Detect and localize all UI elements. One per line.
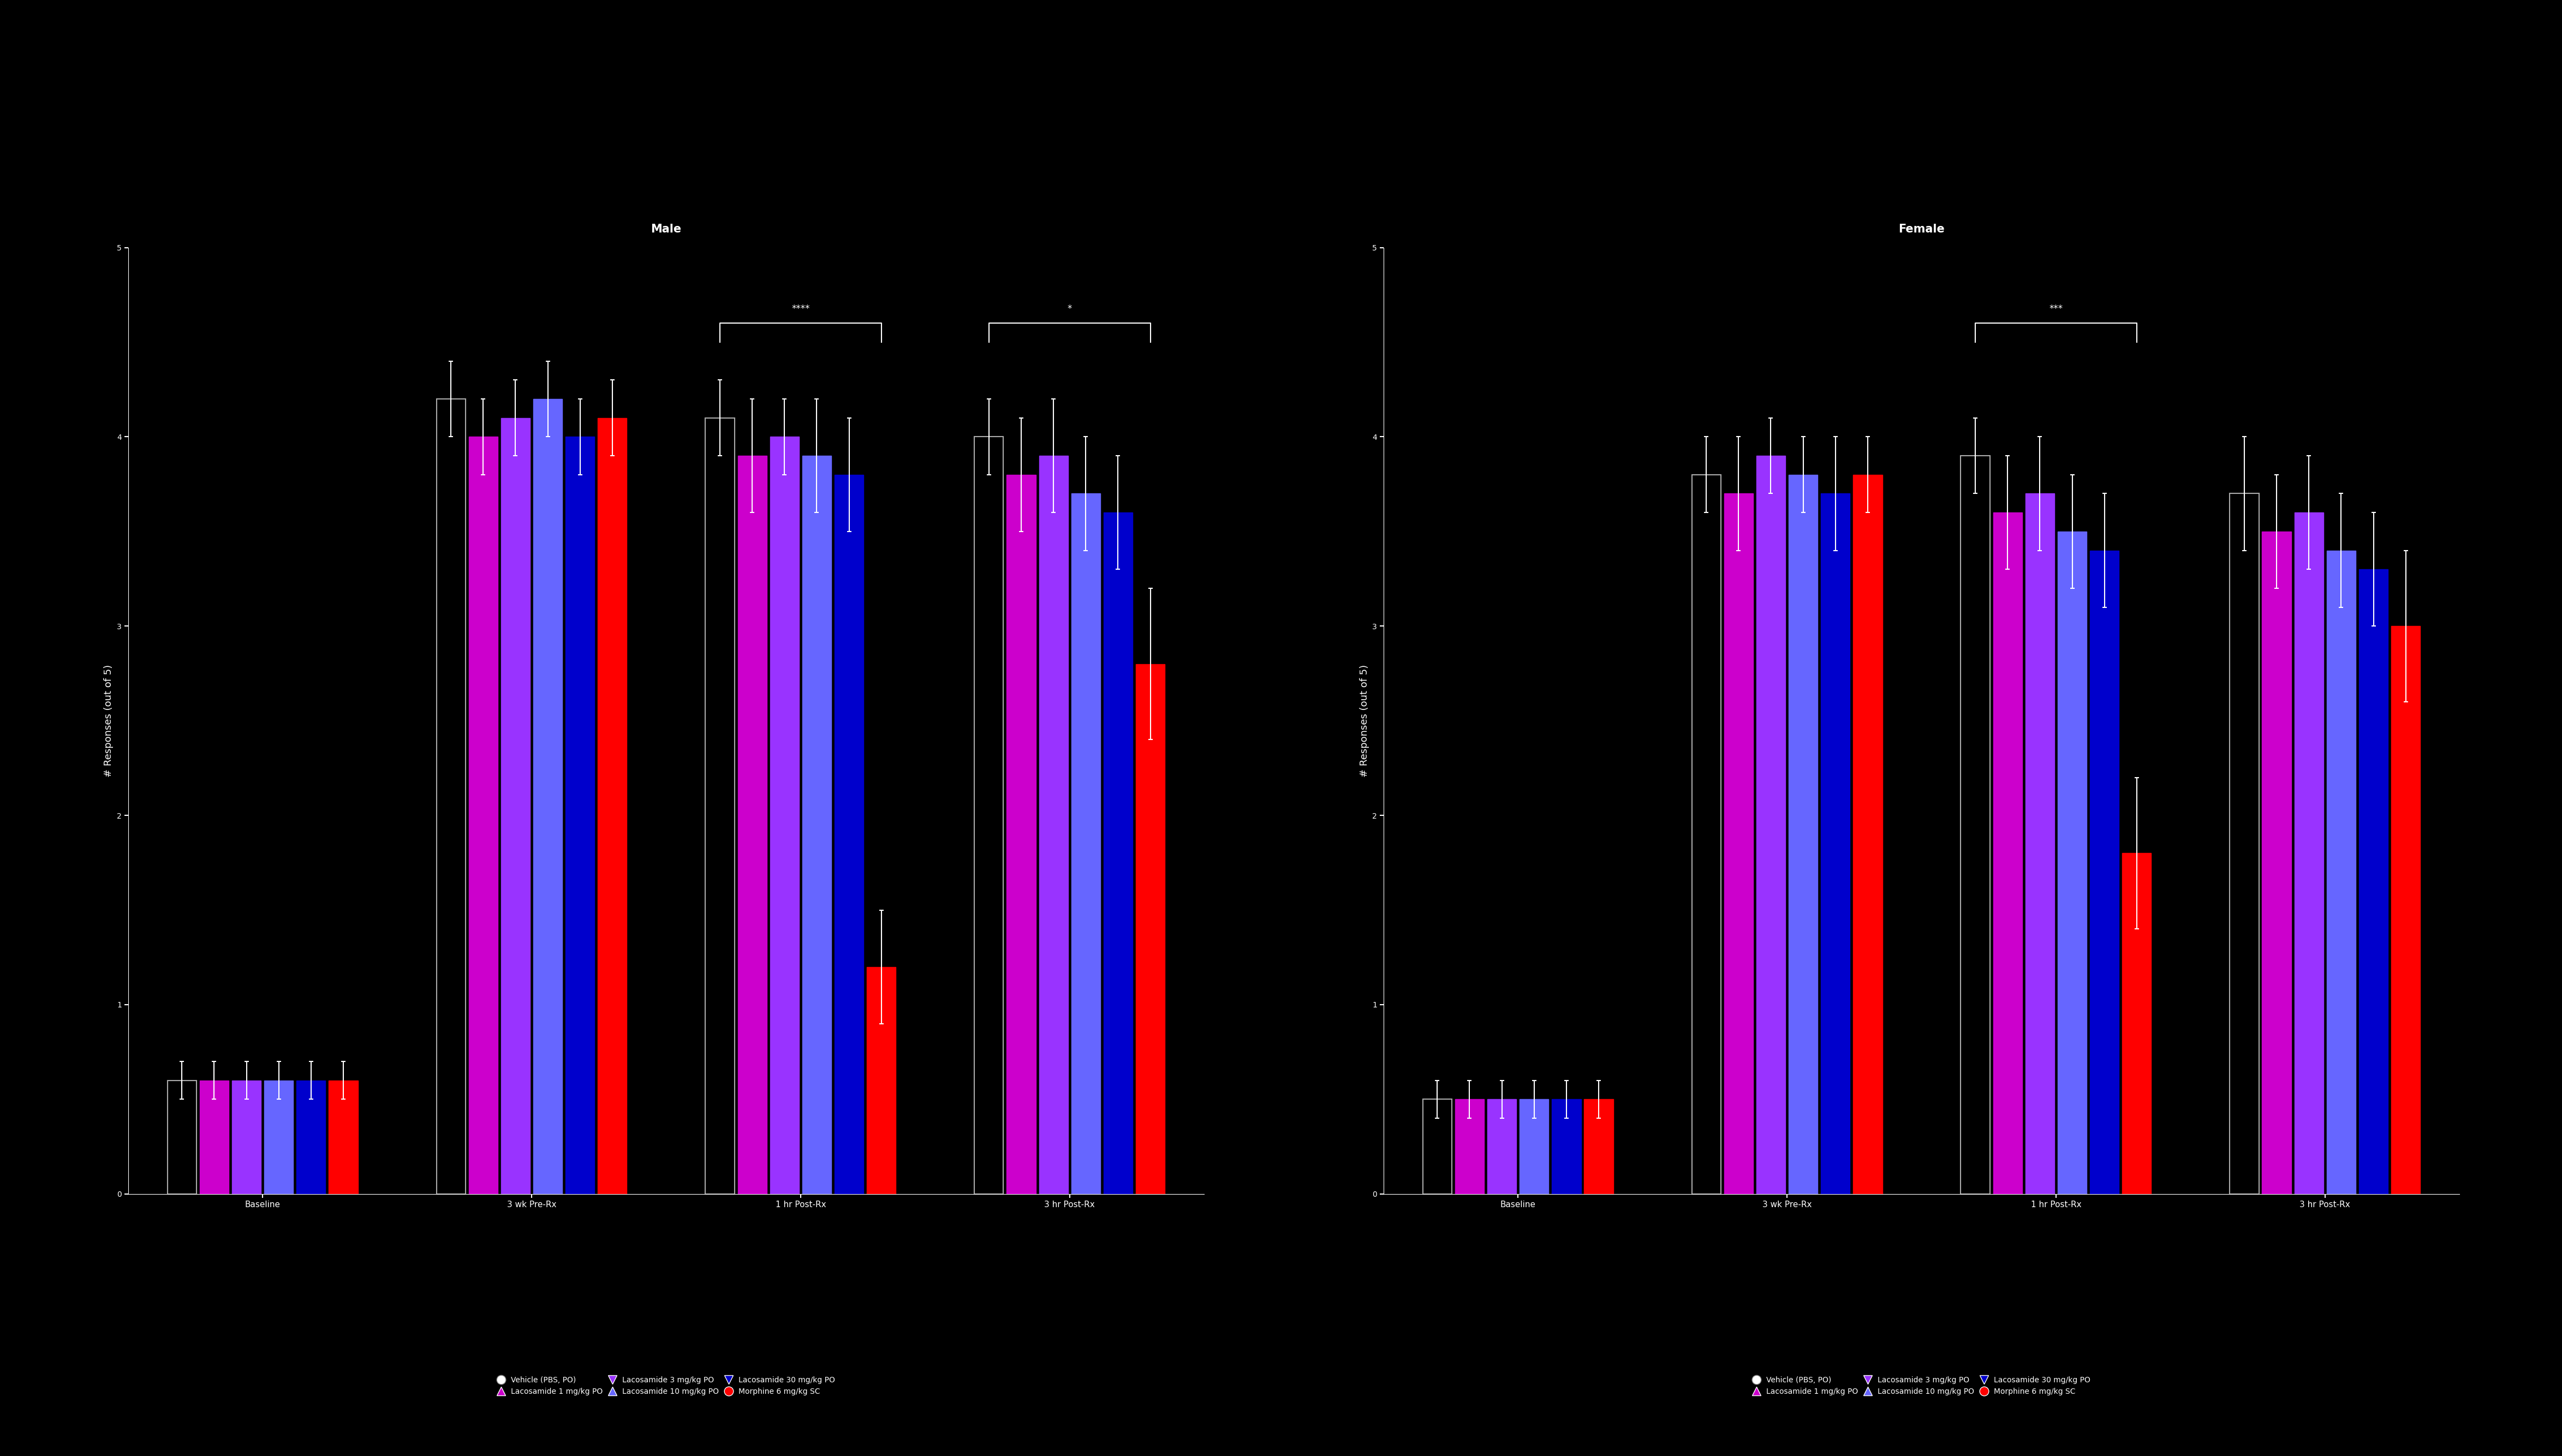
Bar [1960, 456, 1991, 1194]
Bar [2057, 531, 2085, 1194]
Bar [1822, 494, 1850, 1194]
Bar [566, 437, 594, 1194]
Bar [533, 399, 561, 1194]
Bar [436, 399, 466, 1194]
Bar [1007, 475, 1035, 1194]
Bar [2091, 550, 2119, 1194]
Bar [1455, 1099, 1483, 1194]
Bar [1993, 513, 2021, 1194]
Y-axis label: # Responses (out of 5): # Responses (out of 5) [1360, 664, 1368, 778]
Text: *: * [1068, 304, 1071, 313]
Bar [1691, 475, 1722, 1194]
Bar [1071, 494, 1099, 1194]
Bar [2121, 853, 2152, 1194]
Bar [2229, 494, 2260, 1194]
Bar [1583, 1099, 1614, 1194]
Bar [1519, 1099, 1547, 1194]
Legend: Vehicle (PBS, PO), Lacosamide 1 mg/kg PO, Lacosamide 3 mg/kg PO, Lacosamide 10 m: Vehicle (PBS, PO), Lacosamide 1 mg/kg PO… [1750, 1373, 2093, 1398]
Bar [2360, 569, 2388, 1194]
Bar [1788, 475, 1816, 1194]
Bar [1489, 1099, 1517, 1194]
Legend: Vehicle (PBS, PO), Lacosamide 1 mg/kg PO, Lacosamide 3 mg/kg PO, Lacosamide 10 m: Vehicle (PBS, PO), Lacosamide 1 mg/kg PO… [494, 1373, 838, 1398]
Bar [835, 475, 863, 1194]
Bar [974, 437, 1004, 1194]
Bar [866, 967, 897, 1194]
Bar [1040, 456, 1068, 1194]
Bar [2326, 550, 2354, 1194]
Bar [200, 1080, 228, 1194]
Bar [264, 1080, 292, 1194]
Bar [2262, 531, 2290, 1194]
Bar [1553, 1099, 1581, 1194]
Bar [1758, 456, 1786, 1194]
Bar [1135, 664, 1166, 1194]
Y-axis label: # Responses (out of 5): # Responses (out of 5) [105, 664, 113, 778]
Bar [1422, 1099, 1453, 1194]
Bar [2296, 513, 2324, 1194]
Bar [2027, 494, 2055, 1194]
Bar [802, 456, 830, 1194]
Bar [233, 1080, 261, 1194]
Bar [502, 418, 530, 1194]
Bar [1104, 513, 1132, 1194]
Bar [469, 437, 497, 1194]
Bar [2390, 626, 2421, 1194]
Bar [1852, 475, 1883, 1194]
Bar [771, 437, 799, 1194]
Title: Male: Male [651, 224, 681, 234]
Bar [738, 456, 766, 1194]
Title: Female: Female [1898, 224, 1945, 234]
Text: ****: **** [792, 304, 810, 313]
Bar [705, 418, 735, 1194]
Text: ***: *** [2050, 304, 2062, 313]
Bar [1724, 494, 1752, 1194]
Bar [167, 1080, 197, 1194]
Bar [597, 418, 628, 1194]
Bar [297, 1080, 325, 1194]
Bar [328, 1080, 359, 1194]
